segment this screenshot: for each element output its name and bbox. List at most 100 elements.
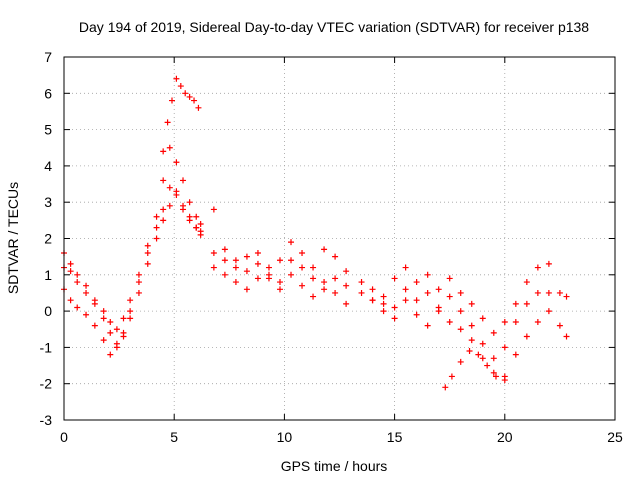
data-point xyxy=(321,286,328,293)
data-point xyxy=(127,308,134,315)
y-axis-label: SDTVAR / TECUs xyxy=(5,182,21,294)
data-point xyxy=(448,373,455,380)
grid xyxy=(64,57,615,420)
data-point xyxy=(484,362,491,369)
data-point xyxy=(457,308,464,315)
data-point xyxy=(164,119,171,126)
data-point xyxy=(391,275,398,282)
data-point xyxy=(402,264,409,271)
data-point xyxy=(475,351,482,358)
data-point xyxy=(466,348,473,355)
y-tick-label: 4 xyxy=(44,158,52,174)
data-point xyxy=(74,279,81,286)
data-point xyxy=(113,326,120,333)
data-point xyxy=(457,289,464,296)
data-point xyxy=(265,264,272,271)
data-point xyxy=(523,279,530,286)
data-point xyxy=(127,315,134,322)
series-track-h xyxy=(358,260,552,336)
data-point xyxy=(186,93,193,100)
data-point xyxy=(424,271,431,278)
data-point xyxy=(310,275,317,282)
data-point xyxy=(135,271,142,278)
series-track-g xyxy=(210,206,350,293)
data-point xyxy=(197,228,204,235)
data-point xyxy=(173,188,180,195)
data-point xyxy=(254,275,261,282)
data-point xyxy=(413,279,420,286)
data-point xyxy=(288,271,295,278)
data-point xyxy=(254,260,261,267)
data-point xyxy=(391,315,398,322)
data-point xyxy=(153,235,160,242)
data-point xyxy=(457,358,464,365)
data-point xyxy=(67,260,74,267)
data-point xyxy=(534,318,541,325)
data-point xyxy=(299,282,306,289)
data-point xyxy=(442,384,449,391)
data-point xyxy=(468,337,475,344)
data-point xyxy=(221,257,228,264)
data-point xyxy=(144,242,151,249)
data-point xyxy=(369,297,376,304)
data-point xyxy=(556,322,563,329)
y-tick-label: 1 xyxy=(44,267,52,283)
series-track-i xyxy=(358,286,570,362)
data-point xyxy=(457,326,464,333)
data-point xyxy=(424,289,431,296)
y-tick-label: 6 xyxy=(44,85,52,101)
chart-title: Day 194 of 2019, Sidereal Day-to-day VTE… xyxy=(79,19,589,35)
data-point xyxy=(512,300,519,307)
data-point xyxy=(74,271,81,278)
data-point xyxy=(468,300,475,307)
data-point xyxy=(135,279,142,286)
data-point xyxy=(186,213,193,220)
data-point xyxy=(380,293,387,300)
data-point xyxy=(501,377,508,384)
data-point xyxy=(276,286,283,293)
data-point xyxy=(153,213,160,220)
data-point xyxy=(402,286,409,293)
series-track-j xyxy=(369,297,570,380)
data-point xyxy=(435,286,442,293)
data-point xyxy=(424,322,431,329)
series-track-k xyxy=(442,348,508,391)
data-point xyxy=(74,304,81,311)
data-point xyxy=(479,355,486,362)
data-point xyxy=(321,246,328,253)
data-point xyxy=(534,289,541,296)
data-point xyxy=(191,97,198,104)
data-point xyxy=(446,293,453,300)
data-point xyxy=(563,333,570,340)
data-point xyxy=(180,202,187,209)
y-tick-label: -1 xyxy=(40,339,53,355)
data-point xyxy=(83,282,90,289)
data-point xyxy=(343,282,350,289)
data-point xyxy=(391,304,398,311)
data-point xyxy=(492,373,499,380)
y-tick-label: 3 xyxy=(44,194,52,210)
data-point xyxy=(127,297,134,304)
data-point xyxy=(83,311,90,318)
data-point xyxy=(107,318,114,325)
data-point xyxy=(160,206,167,213)
data-point xyxy=(310,264,317,271)
data-point xyxy=(380,300,387,307)
data-point xyxy=(243,286,250,293)
data-point xyxy=(160,217,167,224)
data-point xyxy=(210,250,217,257)
data-point xyxy=(193,213,200,220)
data-point xyxy=(343,300,350,307)
data-point xyxy=(468,322,475,329)
data-point xyxy=(173,159,180,166)
data-point xyxy=(243,268,250,275)
data-point xyxy=(523,333,530,340)
data-point xyxy=(107,329,114,336)
data-point xyxy=(67,297,74,304)
data-point xyxy=(288,239,295,246)
data-point xyxy=(310,293,317,300)
data-point xyxy=(358,279,365,286)
series-track-d xyxy=(160,75,202,155)
